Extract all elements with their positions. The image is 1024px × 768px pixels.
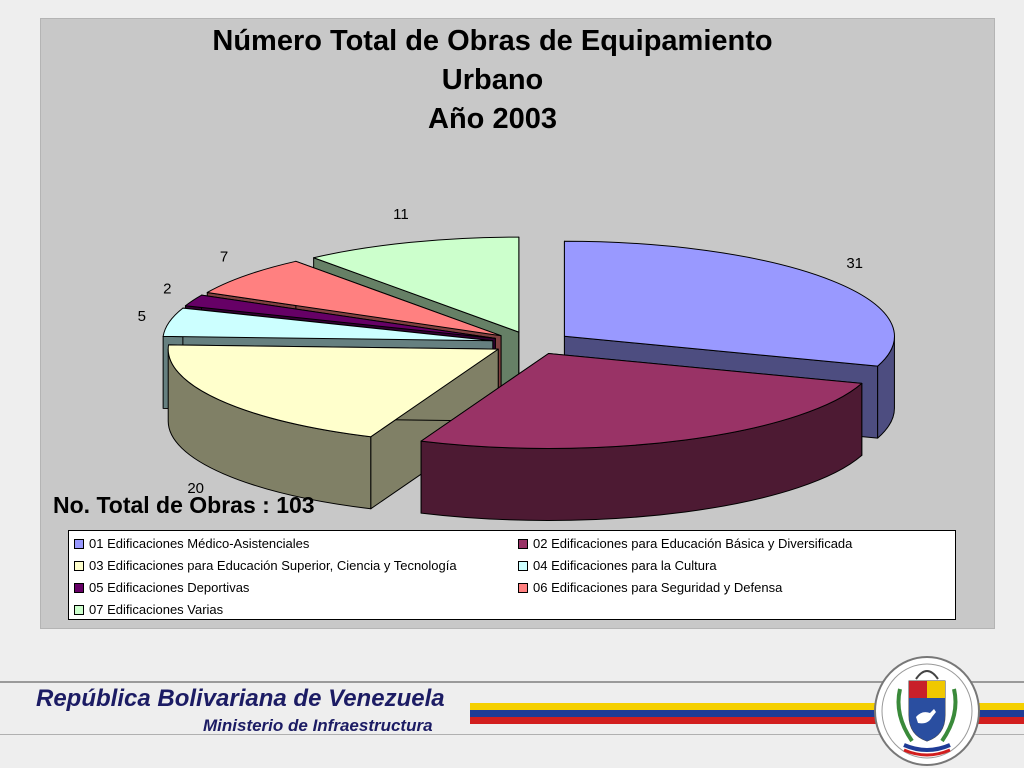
legend-label: 02 Edificaciones para Educación Básica y…	[533, 536, 853, 551]
flag-stripes	[470, 703, 1024, 724]
flag-stripe-blue	[470, 710, 1024, 717]
legend-item: 03 Edificaciones para Educación Superior…	[74, 558, 457, 574]
legend-swatch	[518, 539, 528, 549]
legend-swatch	[74, 561, 84, 571]
chart-title-line-2: Urbano	[441, 64, 544, 96]
pie-slice-top	[162, 307, 494, 342]
pie-slice-top	[206, 260, 502, 337]
legend-label: 07 Edificaciones Varias	[89, 602, 224, 617]
flag-stripe-red	[470, 717, 1024, 724]
footer-divider	[0, 681, 1024, 683]
legend-item: 04 Edificaciones para la Cultura	[518, 558, 717, 574]
legend-swatch	[518, 583, 528, 593]
legend-item: 02 Edificaciones para Educación Básica y…	[518, 536, 852, 552]
legend-swatch	[74, 605, 84, 615]
legend-item: 07 Edificaciones Varias	[74, 602, 223, 618]
legend-label: 03 Edificaciones para Educación Superior…	[89, 558, 457, 573]
pie-value-label: 5	[138, 308, 146, 325]
legend-item: 01 Edificaciones Médico-Asistenciales	[74, 536, 309, 552]
pie-value-label: 7	[220, 248, 228, 265]
pie-value-label: 20	[187, 480, 204, 497]
footer-divider-bottom	[0, 734, 1024, 735]
pie-value-label: 31	[846, 255, 863, 272]
footer-subtitle: Ministerio de Infraestructura	[203, 716, 433, 735]
pie-slice-top	[420, 352, 863, 449]
chart-legend: 01 Edificaciones Médico-Asistenciales 02 …	[68, 530, 956, 620]
chart-title-line-1: Número Total de Obras de Equipamiento	[212, 25, 773, 57]
legend-swatch	[518, 561, 528, 571]
legend-label: 06 Edificaciones para Seguridad y Defens…	[533, 580, 783, 595]
pie-slice-top	[167, 344, 499, 438]
chart-title: Número Total de Obras de Equipamiento Ur…	[0, 22, 985, 139]
chart-title-line-3: Año 2003	[428, 103, 557, 135]
pie-slice-top	[184, 294, 496, 339]
footer-title: República Bolivariana de Venezuela	[36, 685, 445, 712]
pie-value-label: 2	[163, 280, 171, 297]
legend-item: 05 Edificaciones Deportivas	[74, 580, 249, 596]
legend-item: 06 Edificaciones para Seguridad y Defens…	[518, 580, 782, 596]
legend-label: 05 Edificaciones Deportivas	[89, 580, 250, 595]
legend-swatch	[74, 539, 84, 549]
pie-slice-top	[313, 236, 520, 333]
flag-stripe-yellow	[470, 703, 1024, 710]
legend-label: 04 Edificaciones para la Cultura	[533, 558, 717, 573]
pie-value-label: 11	[393, 206, 409, 223]
legend-swatch	[74, 583, 84, 593]
pie-slice-top	[563, 240, 895, 367]
legend-label: 01 Edificaciones Médico-Asistenciales	[89, 536, 310, 551]
coat-of-arms-emblem	[874, 656, 980, 766]
total-obras-label: No. Total de Obras : 103	[53, 492, 315, 518]
